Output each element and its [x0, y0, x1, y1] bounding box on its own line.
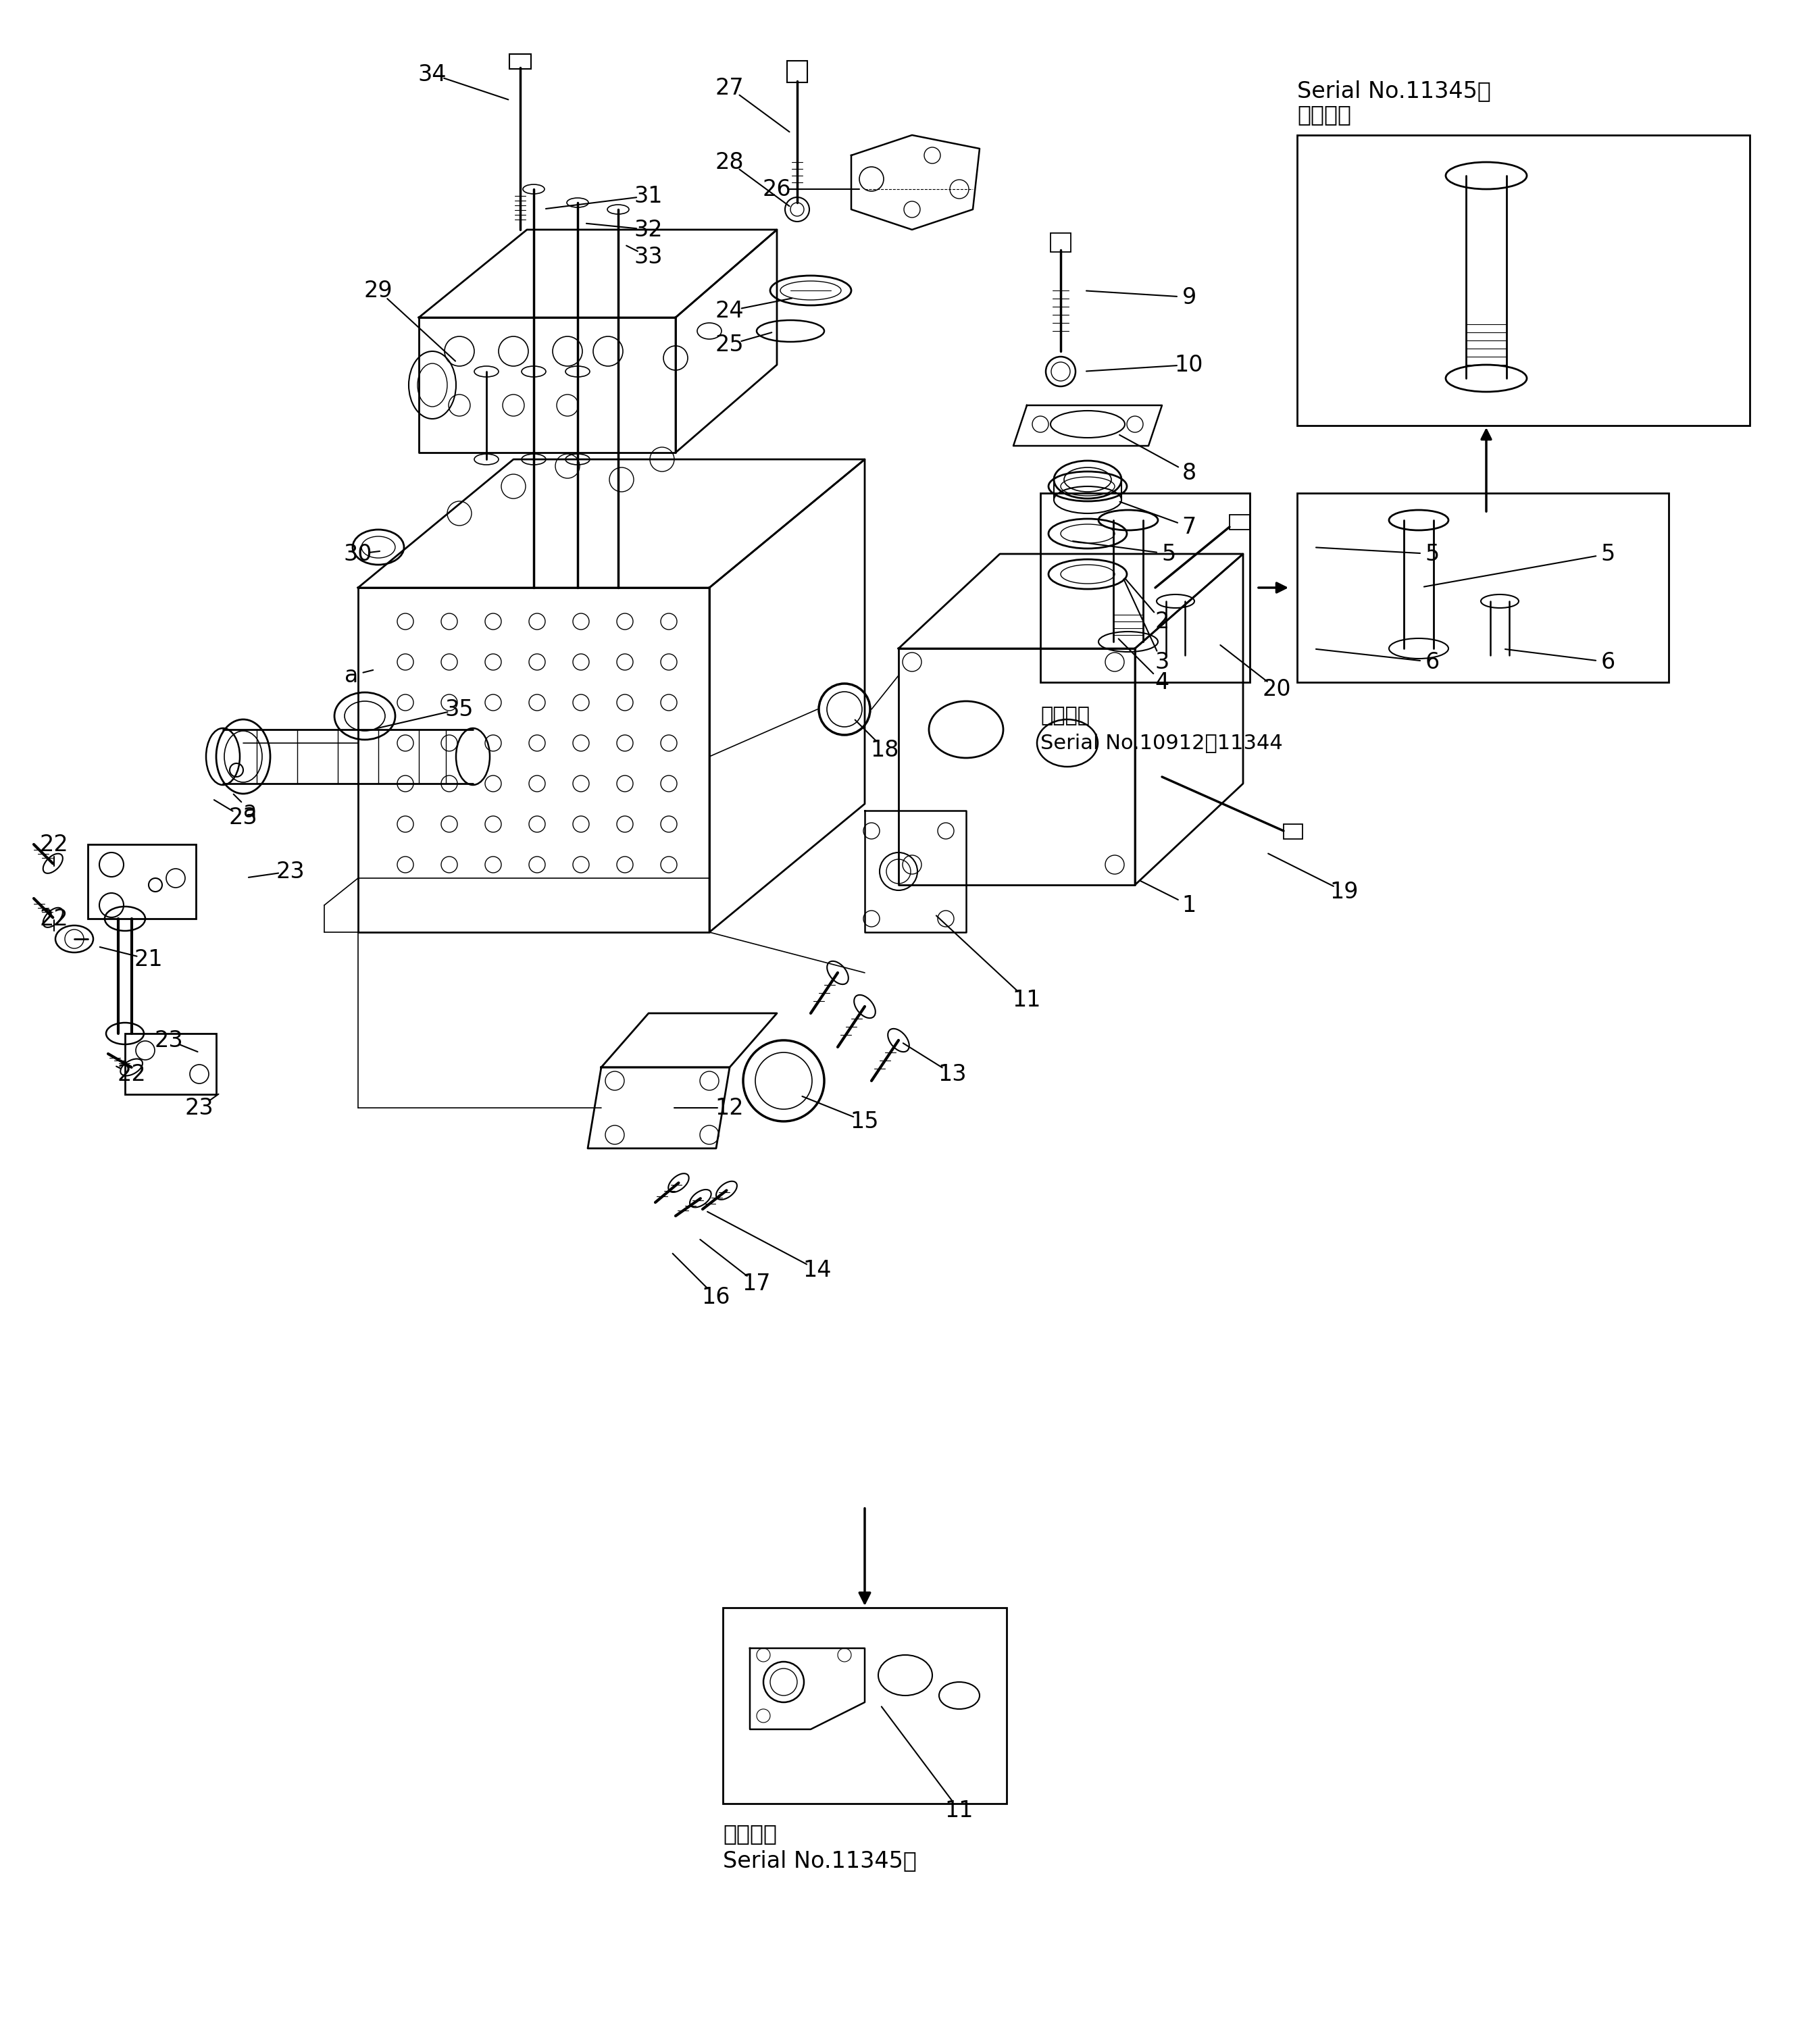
Text: 30: 30: [344, 542, 373, 565]
Text: 6: 6: [1425, 650, 1440, 673]
Bar: [510, 55, 531, 69]
Text: Serial No.11345～: Serial No.11345～: [723, 1851, 917, 1873]
Text: 15: 15: [850, 1111, 879, 1133]
Text: 25: 25: [715, 334, 744, 357]
Text: 5: 5: [1161, 542, 1176, 565]
Bar: [1283, 823, 1303, 840]
Text: Serial No.10912～11344: Serial No.10912～11344: [1041, 734, 1283, 752]
Bar: [786, 61, 808, 82]
Text: 1: 1: [1181, 895, 1196, 917]
Text: 22: 22: [40, 834, 69, 856]
Text: 6: 6: [1602, 650, 1614, 673]
Text: 19: 19: [1330, 880, 1360, 903]
Text: 24: 24: [715, 300, 744, 322]
Text: 2: 2: [1154, 609, 1168, 632]
Bar: [87, 844, 197, 919]
Text: 22: 22: [40, 907, 69, 929]
Text: 14: 14: [803, 1259, 832, 1282]
Text: a: a: [244, 799, 257, 821]
Text: 32: 32: [633, 218, 662, 240]
Text: 34: 34: [419, 63, 446, 86]
Text: 26: 26: [763, 177, 792, 200]
Text: 5: 5: [1602, 542, 1614, 565]
Text: 5: 5: [1425, 542, 1440, 565]
Bar: [1298, 135, 1749, 426]
Text: Serial No.11345～: Serial No.11345～: [1298, 79, 1491, 102]
Text: 17: 17: [743, 1272, 772, 1294]
Text: 9: 9: [1181, 285, 1196, 308]
Text: 35: 35: [446, 699, 473, 719]
Text: 23: 23: [229, 807, 258, 829]
Bar: [1041, 493, 1250, 683]
Text: 31: 31: [633, 185, 662, 208]
Text: 29: 29: [364, 279, 393, 302]
Text: 18: 18: [870, 738, 899, 760]
Text: 23: 23: [186, 1096, 213, 1119]
Bar: [126, 1033, 217, 1094]
Text: 11: 11: [1012, 988, 1041, 1011]
Text: 8: 8: [1181, 463, 1196, 483]
Text: 28: 28: [715, 151, 744, 173]
Text: 適用号機: 適用号機: [723, 1822, 777, 1844]
Text: 27: 27: [715, 77, 744, 100]
Text: 33: 33: [633, 245, 662, 267]
Text: 11: 11: [945, 1800, 974, 1822]
Text: 16: 16: [703, 1286, 730, 1308]
Text: 3: 3: [1156, 650, 1168, 673]
Text: 7: 7: [1181, 516, 1196, 538]
Text: 12: 12: [715, 1096, 744, 1119]
Text: 22: 22: [116, 1064, 146, 1084]
Text: 4: 4: [1156, 671, 1168, 693]
Text: 21: 21: [135, 948, 164, 970]
Text: 10: 10: [1174, 355, 1203, 375]
Bar: [1050, 232, 1070, 253]
Text: 適用号機: 適用号機: [1041, 707, 1090, 726]
Text: 適用号機: 適用号機: [1298, 104, 1350, 126]
Text: a: a: [344, 664, 359, 687]
Bar: [1298, 493, 1669, 683]
Text: 13: 13: [937, 1064, 966, 1084]
Bar: [723, 1608, 1006, 1804]
Text: 23: 23: [155, 1029, 184, 1052]
Text: 23: 23: [277, 860, 306, 882]
Text: 20: 20: [1263, 679, 1290, 701]
Bar: [1230, 516, 1250, 530]
